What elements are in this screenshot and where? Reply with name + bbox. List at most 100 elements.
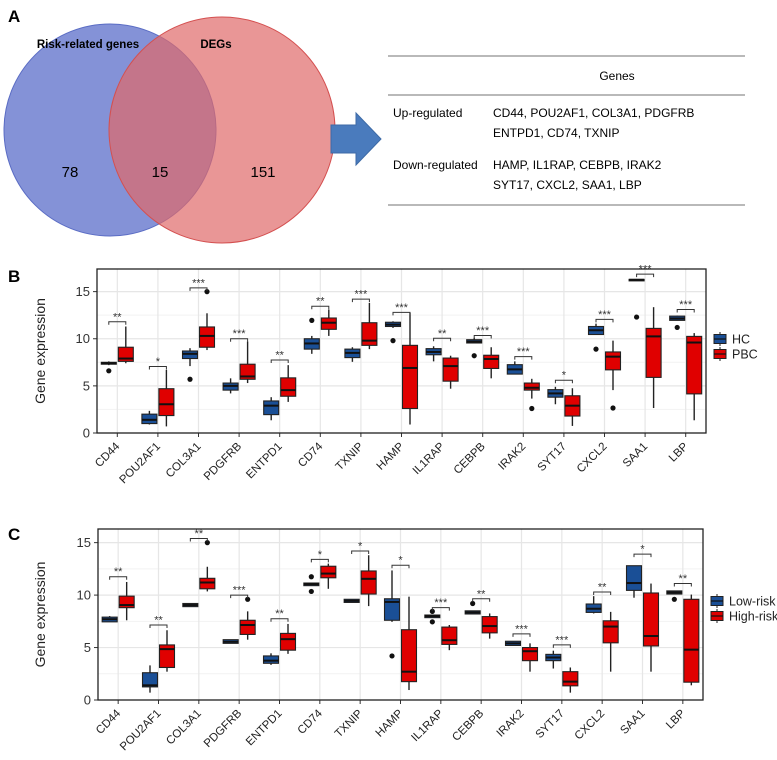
y-axis-label: Gene expression: [32, 562, 48, 668]
x-tick-label: CXCL2: [573, 708, 608, 743]
significance-label: **: [477, 588, 486, 600]
significance-bracket: [636, 273, 655, 278]
outlier-point: [308, 574, 314, 580]
table-cell-up-line1: CD44, POU2AF1, COL3A1, PDGFRB: [493, 106, 694, 120]
significance-label: **: [275, 608, 284, 620]
x-tick-label: IRAK2: [495, 708, 527, 740]
outlier-point: [389, 653, 395, 659]
significance-label: **: [438, 328, 447, 340]
significance-label: **: [316, 296, 325, 308]
panel-label-a: A: [8, 7, 20, 26]
x-tick-label: SAA1: [618, 708, 647, 737]
legend-item-hc: HC: [713, 332, 750, 347]
outlier-point: [106, 368, 112, 374]
box: [642, 592, 660, 647]
box: [383, 598, 401, 621]
x-tick-label: CEBPB: [452, 440, 488, 476]
table-cell-down-line2: SYT17, CXCL2, SAA1, LBP: [493, 178, 642, 192]
panel-label-c: C: [8, 525, 20, 544]
x-tick-label: COL3A1: [164, 441, 204, 481]
venn-count-left-only: 78: [62, 164, 79, 181]
x-tick-label: PDGFRB: [202, 440, 245, 483]
outlier-point: [309, 317, 315, 323]
x-tick-label: POU2AF1: [117, 441, 163, 487]
outlier-point: [429, 608, 435, 614]
significance-label: ***: [639, 264, 653, 276]
significance-bracket: [473, 334, 492, 339]
box: [361, 322, 378, 346]
outlier-point: [671, 596, 677, 602]
panel-label-b: B: [8, 267, 20, 286]
y-tick-label: 15: [76, 284, 90, 299]
plot-frame: [96, 268, 707, 434]
y-axis-label: Gene expression: [32, 298, 48, 404]
significance-label: *: [318, 549, 323, 561]
venn-label-degs: DEGs: [200, 39, 231, 51]
x-tick-label: COL3A1: [164, 708, 204, 748]
x-tick-label: SAA1: [621, 441, 650, 470]
significance-label: ***: [517, 346, 531, 358]
outlier-point: [245, 596, 251, 602]
significance-label: *: [562, 370, 567, 382]
significance-label: ***: [434, 597, 448, 609]
x-tick-label: SYT17: [534, 708, 567, 741]
significance-label: ***: [233, 585, 247, 597]
x-tick-label: POU2AF1: [118, 708, 164, 754]
significance-label: **: [195, 528, 204, 540]
venn-count-right-only: 151: [250, 164, 275, 181]
y-tick-label: 0: [83, 426, 90, 441]
significance-bracket: [270, 618, 289, 622]
significance-bracket: [512, 633, 531, 637]
significance-bracket: [189, 537, 208, 542]
box: [239, 619, 256, 635]
x-tick-label: LBP: [664, 707, 688, 731]
table-header-genes: Genes: [599, 69, 634, 83]
significance-bracket: [554, 379, 573, 384]
x-tick-label: IL1RAP: [409, 707, 446, 744]
x-tick-label: TXNIP: [333, 707, 366, 740]
significance-label: ***: [192, 277, 206, 289]
significance-label: ***: [395, 302, 409, 314]
legend-item-pbc: PBC: [713, 347, 758, 362]
significance-bracket: [673, 583, 692, 587]
significance-bracket: [109, 576, 128, 580]
outlier-point: [529, 405, 535, 412]
x-tick-label: CD74: [296, 707, 326, 737]
x-tick-label: IRAK2: [496, 441, 528, 473]
right-arrow-icon: [330, 111, 382, 167]
box: [686, 335, 703, 395]
x-tick-label: IL1RAP: [411, 440, 448, 477]
box: [645, 327, 662, 378]
outlier-point: [593, 346, 599, 352]
outlier-point: [187, 376, 193, 382]
box: [523, 382, 540, 391]
box: [158, 644, 176, 669]
outlier-point: [308, 588, 314, 595]
plot-frame: [97, 528, 704, 701]
box: [279, 632, 297, 651]
legend-label: HC: [732, 333, 750, 347]
significance-label: ***: [555, 634, 569, 646]
significance-bracket: [149, 624, 168, 628]
significance-label: **: [114, 566, 123, 578]
x-tick-label: LBP: [667, 440, 691, 464]
table-cell-up-line2: ENTPD1, CD74, TXNIP: [493, 126, 619, 140]
box: [562, 671, 579, 687]
box: [400, 629, 418, 683]
significance-label: *: [640, 544, 645, 556]
significance-bracket: [391, 564, 410, 569]
significance-bracket: [351, 298, 370, 303]
venn-label-risk-genes: Risk-related genes: [37, 39, 139, 51]
legend-item-high-risk: High-risk: [710, 609, 777, 624]
significance-label: ***: [476, 325, 490, 337]
box: [483, 354, 500, 369]
y-tick-label: 10: [76, 331, 90, 346]
x-tick-label: ENTPD1: [244, 708, 285, 749]
box: [158, 388, 175, 417]
outlier-point: [390, 338, 396, 344]
outlier-point: [471, 353, 477, 359]
significance-bracket: [633, 553, 652, 558]
